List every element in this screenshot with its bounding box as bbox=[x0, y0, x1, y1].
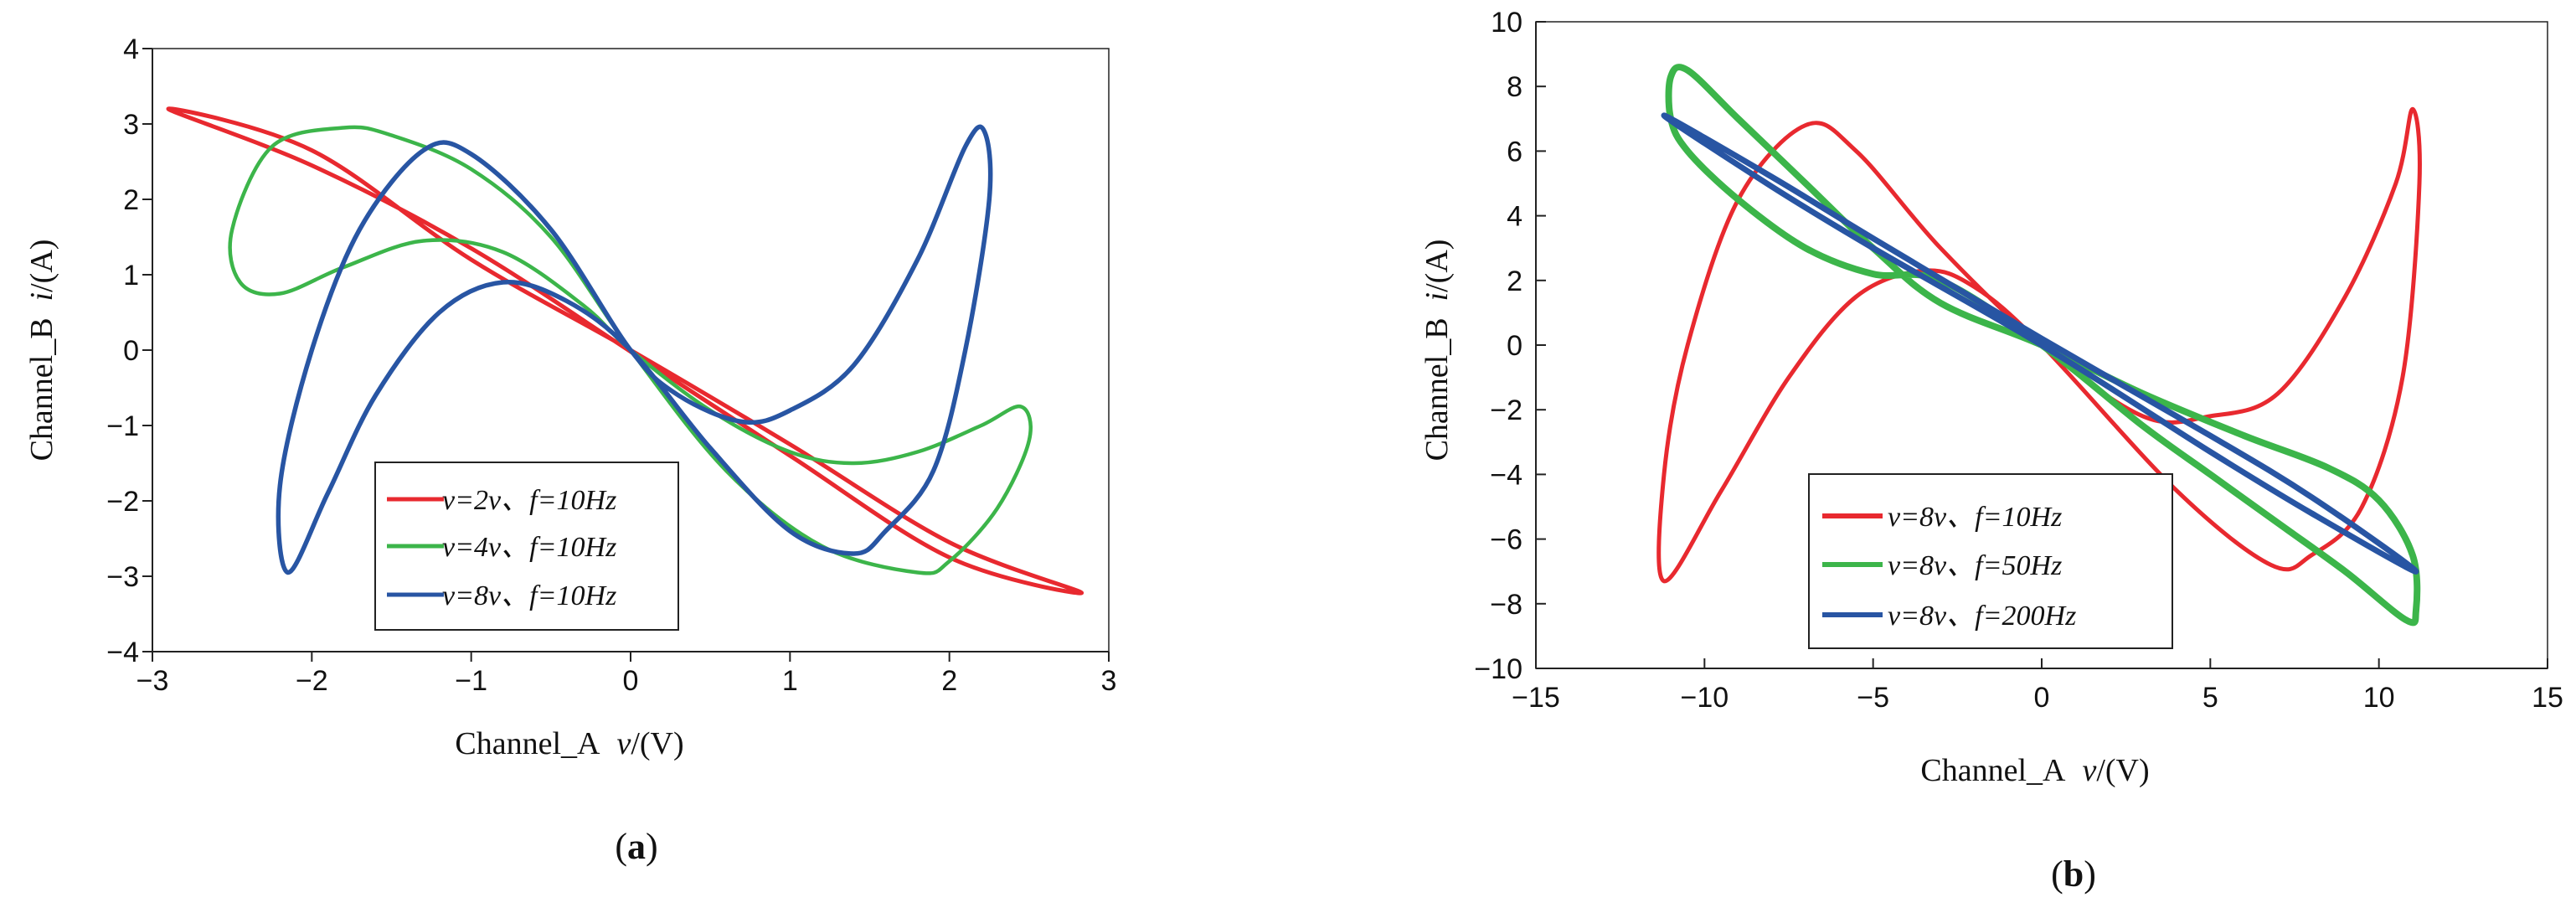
x-tick-label-b: 10 bbox=[2363, 682, 2395, 714]
x-tick-label-a: 1 bbox=[782, 665, 798, 697]
y-tick-label-a: 3 bbox=[123, 109, 139, 141]
legend-label-a-1: v=4v、f=10Hz bbox=[442, 532, 616, 563]
y-tick-label-a: 0 bbox=[123, 335, 139, 367]
x-tick-label-a: −2 bbox=[296, 665, 328, 697]
legend-label-a-0: v=2v、f=10Hz bbox=[442, 485, 616, 516]
x-tick-label-a: 0 bbox=[623, 665, 639, 697]
y-tick-label-b: −10 bbox=[1474, 653, 1522, 685]
x-tick-label-b: −10 bbox=[1680, 682, 1728, 714]
legend-label-a-2: v=8v、f=10Hz bbox=[442, 580, 616, 611]
x-tick-label-a: −1 bbox=[455, 665, 487, 697]
legend-label-b-1: v=8v、f=50Hz bbox=[1888, 550, 2062, 581]
series-curve-a-2 bbox=[276, 124, 993, 575]
x-tick-label-b: −15 bbox=[1512, 682, 1560, 714]
y-tick-label-b: −2 bbox=[1490, 395, 1522, 426]
y-axis-label-a-var: i bbox=[24, 292, 59, 302]
series-curve-a-0 bbox=[166, 106, 1084, 596]
y-axis-label-b-prefix: Channel_B bbox=[1419, 317, 1455, 461]
y-tick-label-a: −4 bbox=[106, 637, 139, 668]
y-tick-label-a: 1 bbox=[123, 260, 139, 291]
legend-label-b-0: v=8v、f=10Hz bbox=[1888, 502, 2062, 533]
y-tick-label-b: 4 bbox=[1507, 201, 1522, 233]
x-tick-label-b: 15 bbox=[2532, 682, 2563, 714]
y-axis-label-a-prefix: Channel_B bbox=[24, 317, 59, 461]
y-tick-label-a: −1 bbox=[106, 410, 139, 442]
y-tick-label-b: 2 bbox=[1507, 266, 1522, 297]
curves-b bbox=[1656, 64, 2422, 627]
panel-label-b-letter: b bbox=[2063, 854, 2084, 895]
panel-label-b: (b) bbox=[2051, 854, 2096, 895]
x-tick-label-a: 2 bbox=[941, 665, 957, 697]
legend-b: v=8v、f=10Hz v=8v、f=50Hz v=8v、f=200Hz bbox=[1808, 473, 2173, 649]
x-tick-label-a: −3 bbox=[137, 665, 169, 697]
series-curve-b-2 bbox=[1661, 112, 2419, 575]
panel-label-a: (a) bbox=[615, 826, 657, 867]
y-tick-label-b: −8 bbox=[1490, 589, 1522, 621]
panel-label-a-letter: a bbox=[627, 826, 646, 867]
y-tick-label-b: −4 bbox=[1490, 459, 1522, 491]
legend-box-b bbox=[1808, 473, 2173, 649]
x-axis-label-b: Channel_A v/(V) bbox=[1920, 753, 2149, 788]
x-axis-label-a-prefix: Channel_A bbox=[455, 726, 600, 761]
y-tick-label-a: −3 bbox=[106, 561, 139, 593]
y-tick-label-a: −2 bbox=[106, 486, 139, 518]
x-axis-label-b-prefix: Channel_A bbox=[1920, 753, 2066, 788]
x-tick-label-a: 3 bbox=[1101, 665, 1117, 697]
legend-a: v=2v、f=10Hz v=4v、f=10Hz v=8v、f=10Hz bbox=[374, 462, 679, 631]
y-tick-label-b: 0 bbox=[1507, 330, 1522, 362]
x-axis-label-a-var: v bbox=[616, 726, 631, 761]
series-curve-b-1 bbox=[1665, 64, 2421, 627]
y-axis-label-b-unit: /(A) bbox=[1419, 240, 1455, 292]
y-tick-label-a: 2 bbox=[123, 184, 139, 216]
x-tick-label-b: −5 bbox=[1857, 682, 1889, 714]
y-axis-label-a-unit: /(A) bbox=[24, 240, 59, 292]
curves-a bbox=[166, 106, 1084, 596]
y-tick-label-a: 4 bbox=[123, 34, 139, 65]
x-axis-label-b-var: v bbox=[2082, 753, 2096, 788]
y-tick-label-b: 8 bbox=[1507, 71, 1522, 103]
x-axis-label-a-unit: /(V) bbox=[631, 726, 683, 761]
y-tick-label-b: 6 bbox=[1507, 136, 1522, 168]
y-tick-label-b: 10 bbox=[1491, 7, 1522, 39]
y-axis-label-b-var: i bbox=[1419, 292, 1455, 302]
x-axis-label-b-unit: /(V) bbox=[2096, 753, 2149, 788]
legend-label-b-2: v=8v、f=200Hz bbox=[1888, 601, 2076, 632]
y-axis-label-a: Channel_B i/(A) bbox=[24, 240, 59, 462]
x-tick-label-b: 5 bbox=[2202, 682, 2218, 714]
x-axis-label-a: Channel_A v/(V) bbox=[455, 726, 683, 761]
x-tick-label-b: 0 bbox=[2034, 682, 2050, 714]
series-curve-b-0 bbox=[1656, 106, 2422, 584]
y-tick-label-b: −6 bbox=[1490, 524, 1522, 556]
y-axis-label-b: Channel_B i/(A) bbox=[1419, 240, 1455, 462]
